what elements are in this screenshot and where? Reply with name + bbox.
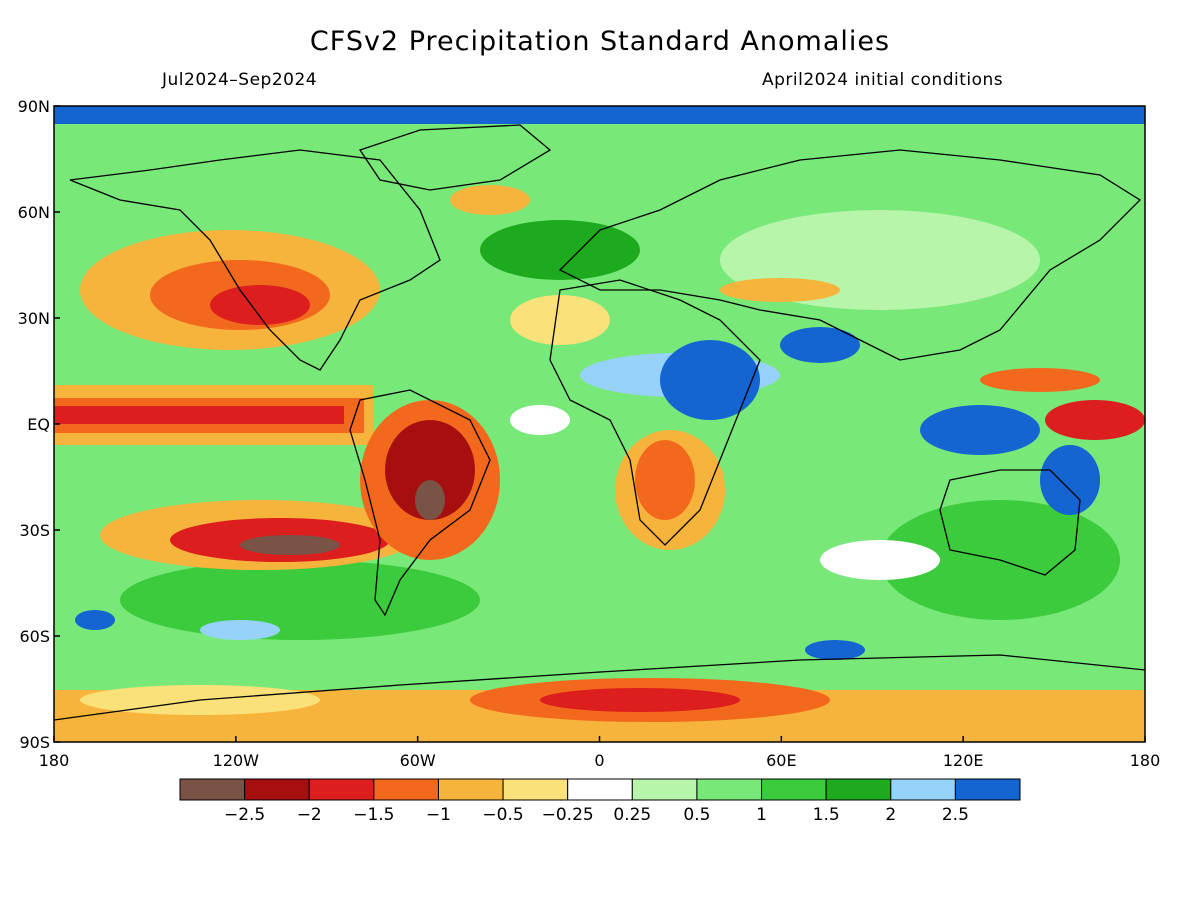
colorbar-swatch <box>696 778 763 801</box>
lat-label: 90N <box>18 97 50 116</box>
lat-label: 60N <box>18 203 50 222</box>
initial-conditions: April2024 initial conditions <box>762 70 1004 90</box>
colorbar-swatch <box>761 778 827 801</box>
colorbar-label: 0.25 <box>613 805 651 825</box>
colorbar-swatch <box>244 778 310 801</box>
colorbar-label: −1.5 <box>353 805 394 825</box>
anomaly-field <box>54 106 1145 742</box>
lon-label: 60W <box>400 751 436 770</box>
colorbar-swatch <box>502 778 569 801</box>
colorbar-label: 2 <box>885 805 896 825</box>
map-title: CFSv2 Precipitation Standard Anomalies <box>309 26 891 57</box>
lat-label: EQ <box>27 415 50 434</box>
colorbar-swatch <box>567 778 633 801</box>
forecast-period: Jul2024–Sep2024 <box>162 70 318 90</box>
colorbar-label: −1 <box>426 805 451 825</box>
colorbar-swatch <box>437 778 504 801</box>
colorbar-swatch <box>825 778 892 801</box>
colorbar-swatch <box>308 778 375 801</box>
lon-label: 120W <box>213 751 260 770</box>
lon-label: 180 <box>39 751 70 770</box>
colorbar-swatch <box>954 778 1021 801</box>
colorbar-label: −0.5 <box>482 805 523 825</box>
colorbar-label: 2.5 <box>942 805 969 825</box>
lon-label: 60E <box>766 751 796 770</box>
colorbar-label: 1.5 <box>813 805 840 825</box>
lat-label: 30N <box>18 309 50 328</box>
colorbar-swatch <box>631 778 698 801</box>
colorbar-label: −0.25 <box>542 805 594 825</box>
colorbar-label: 1 <box>756 805 767 825</box>
colorbar-swatch <box>373 778 439 801</box>
lon-label: 120E <box>943 751 984 770</box>
lon-label: 0 <box>594 751 604 770</box>
lat-label: 30S <box>19 521 50 540</box>
lat-label: 90S <box>19 733 50 752</box>
colorbar-label: 0.5 <box>683 805 710 825</box>
colorbar-label: −2 <box>297 805 322 825</box>
colorbar-label: −2.5 <box>224 805 265 825</box>
lon-label: 180 <box>1130 751 1161 770</box>
lat-label: 60S <box>19 627 50 646</box>
colorbar: −2.5 −2 −1.5 −1 −0.5 −0.25 0.25 0.5 1 1.5 2 2.5 <box>179 778 1021 825</box>
colorbar-swatch <box>179 778 246 801</box>
colorbar-swatch <box>890 778 956 801</box>
